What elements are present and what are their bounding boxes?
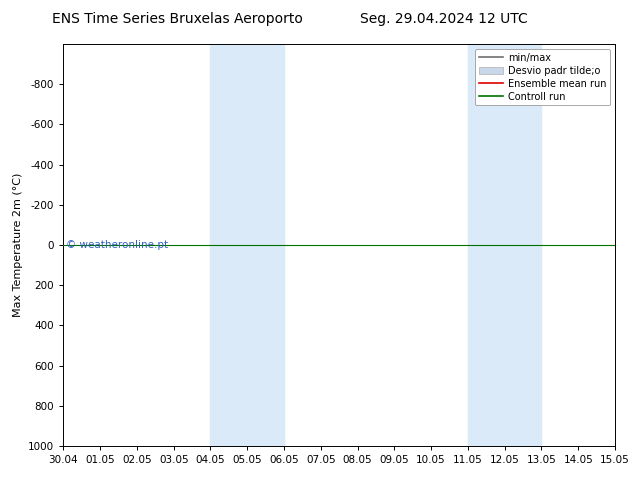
Legend: min/max, Desvio padr tilde;o, Ensemble mean run, Controll run: min/max, Desvio padr tilde;o, Ensemble m… — [475, 49, 610, 105]
Text: ENS Time Series Bruxelas Aeroporto: ENS Time Series Bruxelas Aeroporto — [52, 12, 303, 26]
Text: © weatheronline.pt: © weatheronline.pt — [66, 240, 168, 250]
Bar — [210, 44, 284, 446]
Bar — [468, 44, 541, 446]
Y-axis label: Max Temperature 2m (°C): Max Temperature 2m (°C) — [13, 173, 23, 317]
Text: Seg. 29.04.2024 12 UTC: Seg. 29.04.2024 12 UTC — [360, 12, 527, 26]
